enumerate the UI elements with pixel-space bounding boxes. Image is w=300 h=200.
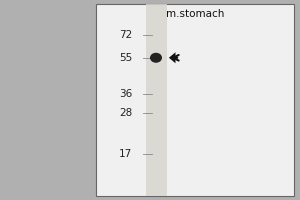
Text: 36: 36 bbox=[119, 89, 132, 99]
Text: 28: 28 bbox=[119, 108, 132, 118]
Polygon shape bbox=[169, 52, 175, 63]
Text: m.stomach: m.stomach bbox=[166, 9, 224, 19]
Bar bbox=[96, 4, 294, 196]
Text: 55: 55 bbox=[119, 53, 132, 63]
Text: 17: 17 bbox=[119, 149, 132, 159]
Ellipse shape bbox=[150, 53, 162, 63]
Bar bbox=[146, 4, 167, 196]
Text: 72: 72 bbox=[119, 30, 132, 40]
